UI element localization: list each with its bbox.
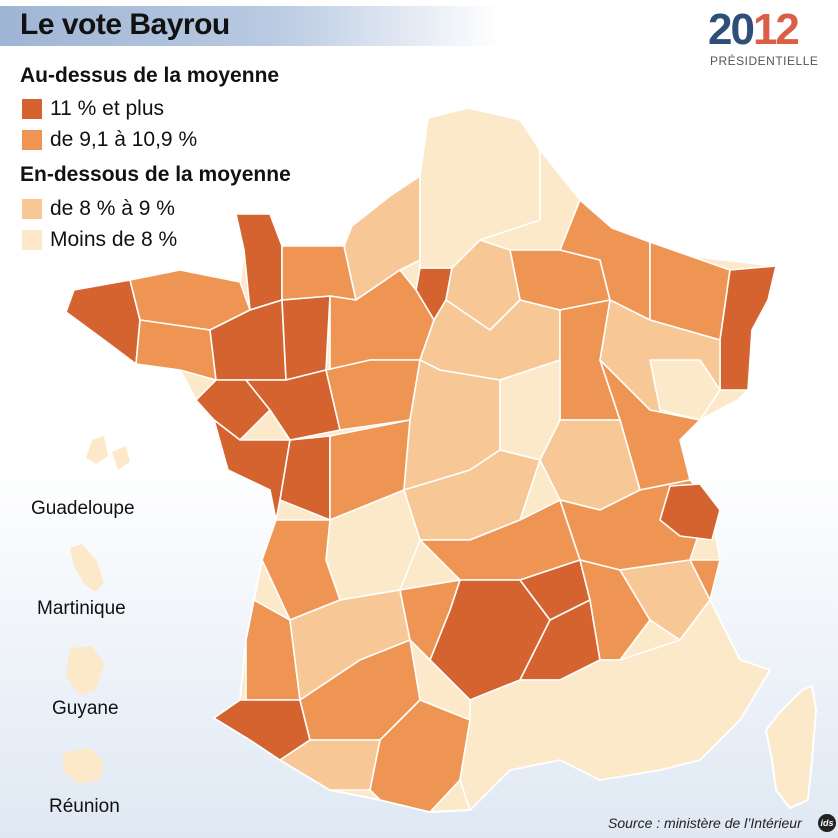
department-region (281, 245, 357, 301)
legend-item: de 9,1 à 10,9 % (22, 127, 197, 153)
legend-item: de 8 % à 9 % (22, 196, 175, 222)
department-region (281, 295, 331, 381)
department-region (325, 359, 421, 431)
legend-heading-above: Au-dessus de la moyenne (20, 64, 280, 87)
legend-item: 11 % et plus (22, 96, 164, 122)
department-region (659, 483, 721, 541)
martinique-shape (70, 544, 104, 592)
map-title: Le vote Bayrou (20, 8, 230, 41)
department-region (459, 599, 771, 811)
department-region (65, 279, 141, 365)
logo-subtitle: PRÉSIDENTIELLE (710, 54, 819, 68)
department-region (213, 419, 291, 521)
overseas-label: Martinique (37, 598, 126, 619)
title-band (0, 6, 500, 46)
reunion-shape (62, 748, 104, 784)
legend-swatch (22, 199, 42, 219)
department-region (399, 579, 461, 661)
legend-label: de 9,1 à 10,9 % (50, 128, 198, 151)
guyane-shape (66, 646, 104, 696)
legend-swatch (22, 230, 42, 250)
legend-label: de 8 % à 9 % (50, 197, 175, 220)
guadeloupe-shape (86, 436, 130, 470)
legend-heading-below: En-dessous de la moyenne (20, 163, 291, 186)
legend-item: Moins de 8 % (22, 227, 177, 253)
source-note: Source : ministère de l’Intérieur (608, 815, 802, 831)
legend-swatch (22, 99, 42, 119)
legend-label: 11 % et plus (50, 97, 165, 120)
department-region (369, 699, 471, 813)
corsica (764, 684, 818, 810)
overseas-label: Réunion (49, 796, 120, 817)
overseas-label: Guyane (52, 698, 119, 719)
logo-year-part1: 20 (708, 5, 755, 54)
department-region (719, 265, 777, 391)
publisher-logo: ids (818, 814, 836, 832)
legend-label: Moins de 8 % (50, 228, 178, 251)
department-region (279, 739, 381, 791)
logo-year-part2: 12 (752, 5, 800, 54)
department-region (135, 319, 217, 381)
overseas-label: Guadeloupe (31, 498, 135, 519)
department-region (689, 559, 721, 601)
department-region (649, 359, 721, 421)
legend-swatch (22, 130, 42, 150)
election-logo: 2012 (708, 5, 800, 54)
